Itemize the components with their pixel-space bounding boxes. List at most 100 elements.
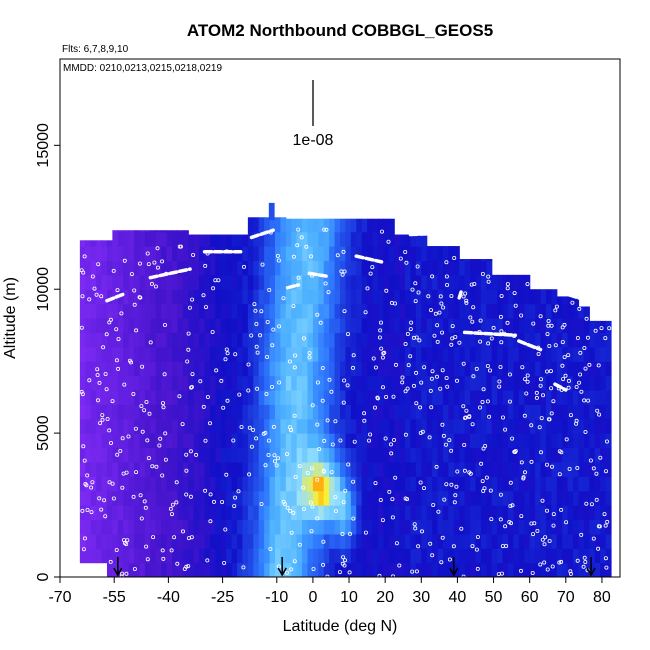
heatmap-cell: [280, 231, 287, 247]
heatmap-cell: [562, 346, 569, 362]
sample-point: [291, 304, 296, 309]
heatmap-cell: [372, 533, 379, 549]
heatmap-cell: [150, 230, 157, 233]
heatmap-cell: [508, 461, 515, 477]
heatmap-cell: [291, 433, 298, 449]
heatmap-cell: [350, 533, 357, 549]
heatmap-cell: [247, 231, 254, 247]
heatmap-cell: [285, 461, 292, 477]
heatmap-cell: [356, 332, 363, 348]
sample-point: [440, 535, 445, 540]
heatmap-cell: [253, 562, 260, 577]
sample-point: [371, 356, 376, 361]
heatmap-cell: [139, 246, 146, 262]
sample-point: [301, 485, 306, 490]
heatmap-cell: [79, 461, 86, 477]
heatmap-cell: [220, 533, 227, 549]
heatmap-cell: [90, 303, 97, 319]
heatmap-cell: [291, 231, 298, 247]
heatmap-cell: [312, 404, 319, 420]
heatmap-cell: [361, 476, 368, 492]
heatmap-cell: [583, 490, 590, 506]
heatmap-cell: [399, 318, 406, 333]
heatmap-cell: [79, 389, 86, 405]
heatmap-cell: [296, 418, 303, 434]
flight-track-layer: [87, 228, 590, 392]
heatmap-cell: [237, 490, 244, 506]
sample-point: [315, 312, 320, 317]
heatmap-cell: [415, 404, 422, 420]
sample-point: [379, 229, 384, 234]
heatmap-cell: [589, 320, 596, 333]
heatmap-cell: [345, 361, 352, 377]
heatmap-cell: [529, 505, 536, 521]
heatmap-cell: [134, 346, 141, 362]
heatmap-cell: [551, 533, 558, 549]
heatmap-cell: [464, 375, 471, 391]
heatmap-cell: [529, 562, 536, 577]
heatmap-cell: [508, 332, 515, 348]
heatmap-cell: [274, 519, 281, 535]
sample-point: [550, 564, 555, 569]
sample-point: [208, 519, 213, 524]
sample-point: [414, 569, 419, 574]
sample-point: [80, 294, 85, 299]
heatmap-cell: [513, 548, 520, 564]
heatmap-cell: [123, 490, 130, 506]
sample-point: [391, 574, 395, 577]
sample-point: [333, 508, 338, 513]
x-tick-label: 60: [521, 589, 539, 606]
heatmap-cell: [437, 389, 444, 405]
heatmap-cell: [415, 461, 422, 477]
heatmap-cell: [562, 375, 569, 391]
heatmap-cell: [518, 533, 525, 549]
sample-point: [351, 479, 356, 484]
heatmap-cell: [96, 461, 103, 477]
heatmap-cell: [551, 289, 558, 305]
heatmap-cell: [285, 562, 292, 577]
heatmap-cell: [280, 303, 287, 319]
heatmap-cell: [562, 332, 569, 348]
heatmap-cell: [394, 519, 401, 535]
heatmap-cell: [123, 361, 130, 377]
sample-point: [508, 480, 513, 485]
heatmap-cell: [518, 375, 525, 391]
heatmap-cell: [161, 361, 168, 377]
sample-point: [236, 489, 241, 494]
heatmap-cell: [334, 461, 341, 477]
heatmap-cell: [172, 418, 179, 434]
heatmap-cell: [513, 274, 520, 290]
heatmap-cell: [583, 404, 590, 420]
heatmap-cell: [594, 533, 601, 549]
heatmap-cell: [605, 404, 612, 420]
heatmap-cell: [291, 375, 298, 391]
heatmap-cell: [567, 303, 574, 319]
sample-point: [503, 427, 508, 432]
heatmap-cell: [323, 418, 330, 434]
heatmap-cell: [123, 375, 130, 391]
heatmap-cell: [291, 548, 298, 564]
heatmap-cell: [204, 318, 211, 333]
heatmap-cell: [334, 332, 341, 348]
heatmap-cell: [329, 389, 336, 405]
heatmap-cell: [383, 533, 390, 549]
heatmap-cell: [226, 289, 233, 305]
heatmap-cell: [318, 332, 325, 348]
heatmap-cell: [139, 404, 146, 420]
x-tick-label: 30: [412, 589, 430, 606]
heatmap-cell: [329, 318, 336, 333]
heatmap-cell: [291, 519, 298, 535]
heatmap-cell: [329, 218, 336, 233]
sample-point: [435, 323, 440, 328]
heatmap-cell: [432, 490, 439, 506]
sample-point: [267, 287, 272, 292]
heatmap-cell: [101, 461, 108, 477]
heatmap-cell: [150, 490, 157, 506]
heatmap-cell: [556, 519, 563, 535]
sample-point: [308, 500, 313, 505]
heatmap-cell: [312, 519, 319, 535]
heatmap-cell: [442, 447, 449, 463]
heatmap-cell: [253, 260, 260, 276]
heatmap-cell: [155, 274, 162, 290]
heatmap-cell: [302, 303, 309, 319]
